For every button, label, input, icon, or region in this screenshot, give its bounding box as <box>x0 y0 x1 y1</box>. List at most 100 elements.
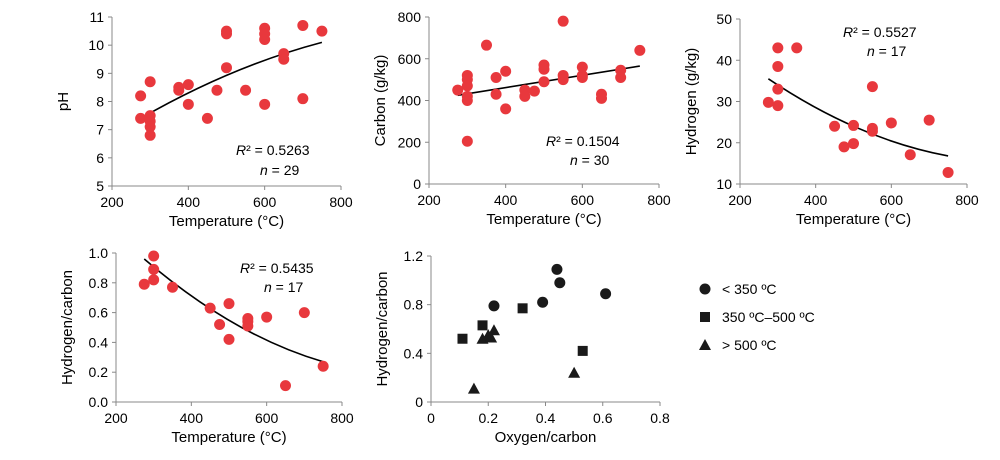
data-point <box>182 98 194 110</box>
data-point-triangle <box>476 332 489 344</box>
data-point <box>490 72 502 84</box>
x-tick-label: 200 <box>100 194 124 210</box>
data-point <box>772 100 784 112</box>
data-point <box>519 90 531 102</box>
data-point <box>772 42 784 54</box>
y-tick-label: 9 <box>96 65 104 81</box>
y-tick-label: 6 <box>96 150 104 166</box>
data-point-square <box>517 303 528 314</box>
n-count-label: n = 30 <box>570 152 610 168</box>
legend-marker-circle <box>699 283 711 295</box>
y-tick-label: 600 <box>398 51 422 67</box>
y-tick-label: 400 <box>398 93 422 109</box>
y-tick-label: 5 <box>96 178 104 194</box>
data-point <box>221 62 232 74</box>
data-point <box>762 96 774 108</box>
data-point <box>144 121 156 133</box>
data-point <box>259 98 271 110</box>
data-point <box>167 281 178 293</box>
data-point-square <box>457 333 468 344</box>
chart-ph: 5 6 7 8 9 10 11 200 400 600 800 Temperature (°C) pH R… <box>55 9 353 230</box>
x-axis-label: Oxygen/carbon <box>495 429 597 446</box>
data-point <box>135 112 147 124</box>
data-point-circle <box>551 263 563 275</box>
data-point <box>576 72 588 84</box>
y-tick-label: 1.2 <box>404 248 424 264</box>
data-point <box>923 114 935 126</box>
data-point-triangle <box>487 324 500 336</box>
data-point <box>596 92 607 104</box>
x-tick-label: 600 <box>880 192 904 208</box>
legend-label: > 500 ºC <box>722 337 777 353</box>
x-axis-label: Temperature (°C) <box>486 211 601 228</box>
data-point <box>240 84 252 96</box>
trendline <box>140 41 323 120</box>
x-tick-label: 0 <box>427 410 435 426</box>
y-tick-label: 7 <box>96 122 104 138</box>
x-tick-label: 600 <box>255 410 279 426</box>
y-tick-label: 10 <box>88 37 104 53</box>
data-point <box>297 93 309 105</box>
data-point <box>261 311 273 323</box>
y-tick-label: 200 <box>398 134 422 150</box>
x-tick-label: 200 <box>728 192 752 208</box>
chart-hydrogen: 10 20 30 40 50 200 400 600 800 Temperature (°C) Hy… <box>683 11 979 228</box>
data-point <box>557 15 569 27</box>
y-tick-label: 0.8 <box>89 275 109 291</box>
data-point <box>201 112 213 124</box>
data-point <box>538 63 550 75</box>
data-point <box>461 135 473 147</box>
data-point <box>838 141 850 153</box>
data-point <box>211 84 223 96</box>
y-axis-label: Hydrogen/carbon <box>374 271 391 386</box>
data-point <box>538 76 550 88</box>
data-point <box>144 129 156 141</box>
y-tick-label: 0.6 <box>89 305 109 321</box>
y-tick-label: 0 <box>413 176 421 192</box>
data-point <box>214 319 226 331</box>
data-point <box>481 39 492 51</box>
data-point <box>297 19 309 31</box>
data-point <box>866 125 878 137</box>
y-tick-label: 50 <box>716 11 732 27</box>
legend: < 350 ºC 350 ºC–500 ºC > 500 ºC <box>699 281 815 353</box>
data-point <box>634 44 646 56</box>
y-tick-label: 0.0 <box>89 394 109 410</box>
data-point <box>452 84 464 96</box>
data-point-triangle <box>467 382 480 394</box>
r-squared-label: R² = 0.5527 <box>843 24 917 40</box>
data-point <box>557 74 569 86</box>
y-tick-label: 0.4 <box>89 334 109 350</box>
data-point-circle <box>600 288 612 300</box>
data-point <box>173 81 185 93</box>
y-axis-label: Hydrogen (g/kg) <box>683 48 700 156</box>
data-point-circle <box>537 296 549 308</box>
x-tick-label: 400 <box>177 194 201 210</box>
y-axis-label: Carbon (g/kg) <box>372 55 389 147</box>
legend-label: < 350 ºC <box>722 281 777 297</box>
data-point <box>461 95 473 106</box>
data-point <box>182 79 194 91</box>
y-tick-label: 11 <box>89 9 104 25</box>
y-axis-label: pH <box>55 92 72 111</box>
x-tick-label: 800 <box>329 194 353 210</box>
x-tick-label: 800 <box>330 410 354 426</box>
data-point <box>144 76 156 88</box>
x-tick-label: 600 <box>571 192 595 208</box>
data-point <box>490 88 502 100</box>
y-tick-label: 800 <box>398 9 422 25</box>
data-point-square <box>477 320 488 331</box>
y-tick-label: 8 <box>96 94 104 110</box>
x-tick-label: 0.4 <box>536 410 556 426</box>
data-point <box>772 60 784 72</box>
data-point-circle <box>488 300 500 312</box>
data-point <box>138 278 150 290</box>
trendline <box>767 78 949 157</box>
y-tick-label: 0 <box>415 394 423 410</box>
x-tick-label: 200 <box>104 410 128 426</box>
legend-marker-square <box>700 312 710 322</box>
data-point <box>615 72 627 84</box>
data-point <box>791 42 803 54</box>
